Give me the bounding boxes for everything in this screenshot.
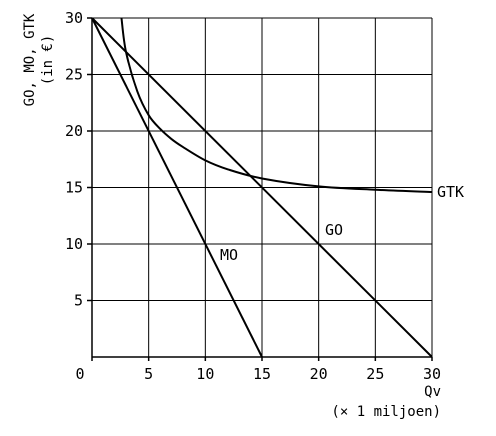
y-tick-label-15: 15 <box>65 179 83 197</box>
y-tick-label-30: 30 <box>65 9 83 27</box>
series-line-mo <box>91 17 263 358</box>
ticks: 0 5 10 15 20 25 30 5 10 15 20 25 30 <box>65 9 441 383</box>
series-line-gtk <box>120 17 433 194</box>
series-label-gtk: GTK <box>437 183 464 201</box>
y-axis-label-line2: (in €) <box>40 35 56 86</box>
labels: GO, MO, GTK (in €) Qv (× 1 miljoen) GO M… <box>22 13 464 420</box>
y-tick-label-5: 5 <box>74 292 83 310</box>
y-tick-label-20: 20 <box>65 122 83 140</box>
x-tick-label-10: 10 <box>196 365 214 383</box>
series-label-mo: MO <box>220 246 238 264</box>
series-label-go: GO <box>325 221 343 239</box>
series-lines <box>91 17 433 358</box>
x-tick-label-0: 0 <box>75 365 84 383</box>
y-tick-label-25: 25 <box>65 66 83 84</box>
x-tick-label-20: 20 <box>310 365 328 383</box>
x-tick-label-30: 30 <box>423 365 441 383</box>
series-line-go <box>91 17 433 358</box>
y-axis-label-line1: GO, MO, GTK <box>22 13 38 106</box>
y-tick-label-10: 10 <box>65 235 83 253</box>
x-tick-label-25: 25 <box>366 365 384 383</box>
x-tick-label-5: 5 <box>144 365 153 383</box>
x-tick-label-15: 15 <box>253 365 271 383</box>
x-axis-label-line1: Qv <box>424 384 441 400</box>
x-axis-label-line2: (× 1 miljoen) <box>331 404 441 420</box>
